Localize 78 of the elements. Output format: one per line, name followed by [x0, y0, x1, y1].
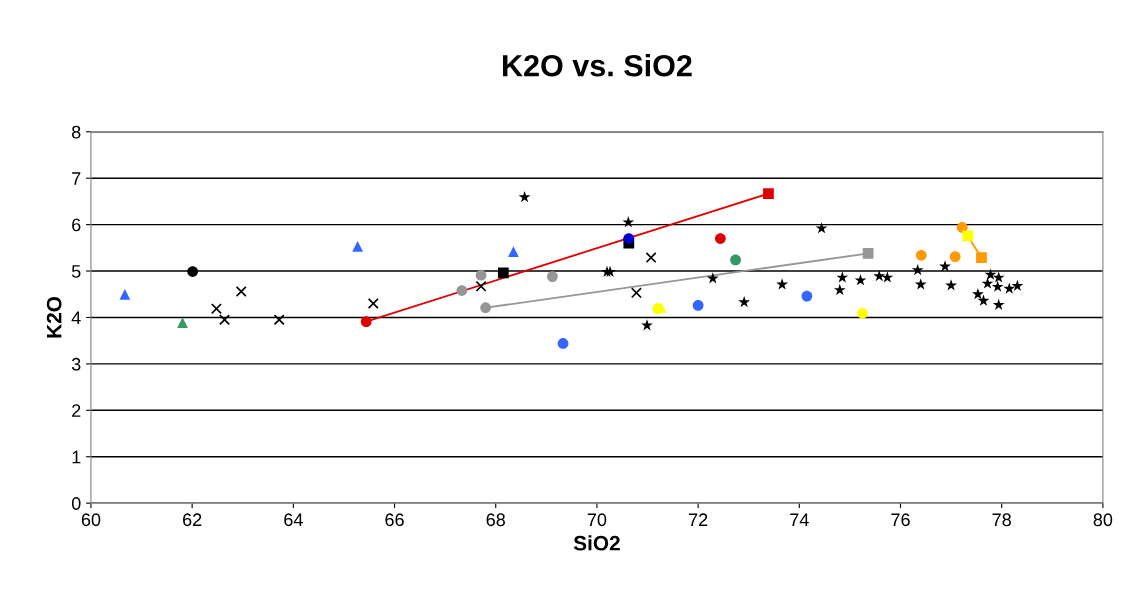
point	[497, 267, 509, 279]
point	[219, 314, 231, 326]
point	[622, 216, 635, 228]
point	[981, 277, 994, 289]
point	[738, 295, 751, 308]
y-tick-label: 7	[72, 172, 81, 185]
y-tick-label: 4	[71, 311, 81, 325]
point	[857, 307, 868, 319]
point	[475, 269, 487, 281]
point	[763, 188, 774, 199]
point	[456, 285, 468, 296]
x-tick-label: 76	[891, 513, 910, 527]
point	[730, 254, 741, 266]
y-tick-label: 2	[72, 404, 81, 417]
point	[949, 251, 961, 263]
point	[547, 271, 558, 282]
point	[992, 271, 1005, 283]
y-tick-label: 0	[71, 497, 81, 510]
y-tick-label: 3	[71, 357, 81, 371]
point	[273, 314, 285, 326]
chart-title: K2O vs. SiO2	[503, 54, 692, 77]
x-tick-label: 80	[1093, 513, 1113, 527]
point	[557, 338, 569, 349]
point	[914, 278, 927, 290]
point	[715, 233, 726, 244]
point	[992, 298, 1005, 310]
point	[119, 288, 131, 300]
point	[801, 290, 813, 302]
x-tick-label: 60	[81, 513, 101, 527]
y-axis-title: K2O	[46, 296, 62, 338]
y-tick-label: 1	[72, 450, 81, 464]
x-tick-label: 64	[284, 513, 303, 527]
point	[360, 316, 372, 328]
point	[833, 283, 846, 296]
point	[645, 252, 657, 264]
y-tick-label: 8	[71, 125, 81, 139]
x-tick-label: 72	[689, 513, 708, 526]
point	[962, 230, 974, 242]
point	[815, 222, 828, 234]
point	[939, 260, 951, 272]
point	[480, 302, 491, 314]
point	[187, 266, 199, 277]
x-axis-title: SiO2	[573, 535, 620, 551]
point	[873, 269, 886, 282]
point	[972, 288, 984, 300]
point	[881, 271, 894, 283]
point	[706, 272, 719, 284]
point	[641, 319, 653, 331]
point	[352, 241, 363, 252]
point	[508, 246, 519, 257]
point	[911, 263, 924, 276]
point	[177, 317, 188, 328]
point	[210, 303, 222, 315]
point	[630, 287, 642, 299]
point	[518, 191, 531, 203]
point	[984, 268, 997, 280]
point	[991, 280, 1004, 292]
x-tick-label: 62	[183, 513, 202, 527]
x-tick-label: 78	[992, 513, 1011, 527]
x-tick-label: 66	[385, 513, 404, 527]
point	[977, 294, 990, 306]
point	[862, 248, 874, 259]
point	[976, 252, 987, 263]
point	[836, 271, 849, 283]
point	[854, 274, 867, 286]
point	[623, 233, 635, 244]
y-tick-label: 6	[72, 218, 81, 232]
point	[367, 298, 379, 310]
x-tick-label: 70	[587, 513, 607, 527]
point	[475, 280, 487, 292]
point	[1011, 279, 1024, 291]
x-tick-label: 74	[790, 513, 809, 526]
x-tick-label: 68	[486, 513, 505, 527]
point	[915, 249, 927, 261]
point	[692, 300, 704, 311]
point	[235, 285, 247, 297]
y-tick-label: 5	[71, 265, 81, 278]
point	[1003, 282, 1016, 294]
